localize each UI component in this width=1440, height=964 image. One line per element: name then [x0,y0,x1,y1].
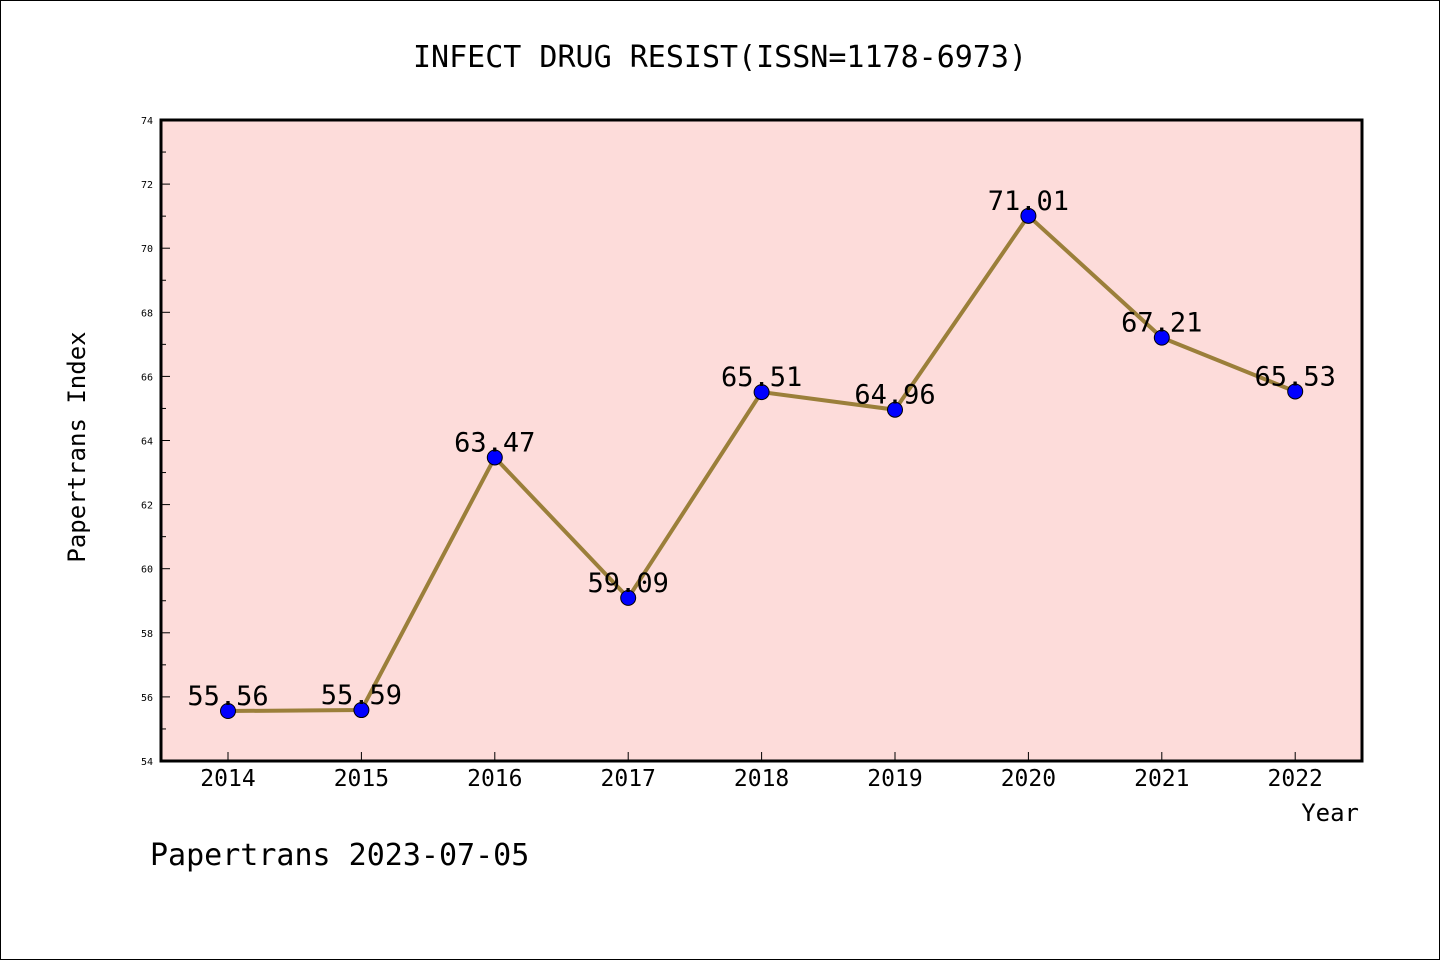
chart-title: INFECT DRUG RESIST(ISSN=1178-6973) [413,40,1027,75]
y-tick-label: 72 [141,180,153,191]
data-point-marker [1287,383,1304,400]
footer-text: Papertrans 2023-07-05 [150,838,529,873]
data-point-marker [887,401,903,418]
x-tick-label: 2020 [1001,766,1056,792]
y-tick-label: 70 [141,244,153,255]
x-tick-label: 2018 [734,766,789,792]
x-axis-ticks: 2014 2015 2016 2017 2018 2019 2020 2021 2022 [200,752,1323,792]
y-tick-label: 56 [141,693,153,704]
data-label: 67.21 [1121,308,1202,339]
data-label: 65.53 [1255,361,1336,392]
data-labels: 55.56 55.59 63.47 59.09 65.51 64.96 71.01 67.21… [187,186,1335,712]
y-tick-label: 74 [141,116,153,127]
x-tick-label: 2019 [867,766,922,792]
y-tick-label: 54 [141,757,153,768]
data-point-marker [220,703,236,720]
y-tick-label: 62 [141,501,153,512]
y-tick-label: 60 [141,565,153,576]
data-label: 55.59 [321,680,402,711]
data-point-marker [486,449,503,466]
x-axis-title: Year [1301,799,1359,827]
x-tick-label: 2015 [334,766,389,792]
x-tick-label: 2021 [1134,766,1189,792]
data-point-marker [1020,207,1037,224]
data-point-marker [353,702,370,719]
y-tick-label: 68 [141,308,153,319]
data-label: 59.09 [588,568,669,599]
data-label: 55.56 [187,681,268,712]
x-tick-label: 2014 [200,766,255,792]
y-axis-title: Papertrans Index [63,331,91,562]
x-tick-label: 2017 [601,766,656,792]
data-point-marker [620,589,637,606]
data-label: 71.01 [988,186,1069,217]
data-points [220,207,1304,720]
y-tick-label: 64 [141,437,153,448]
x-tick-label: 2022 [1268,766,1323,792]
data-point-marker [753,384,770,401]
y-axis-ticks: 54 56 58 60 62 64 66 68 70 72 74 [141,116,170,768]
x-tick-label: 2016 [467,766,522,792]
data-label: 64.96 [854,380,935,411]
data-label: 63.47 [454,427,535,458]
plot-area [161,120,1362,761]
data-point-marker [1153,329,1170,346]
y-tick-label: 58 [141,629,153,640]
y-tick-label: 66 [141,372,153,383]
data-label: 65.51 [721,362,802,393]
plot-border [159,118,1364,763]
